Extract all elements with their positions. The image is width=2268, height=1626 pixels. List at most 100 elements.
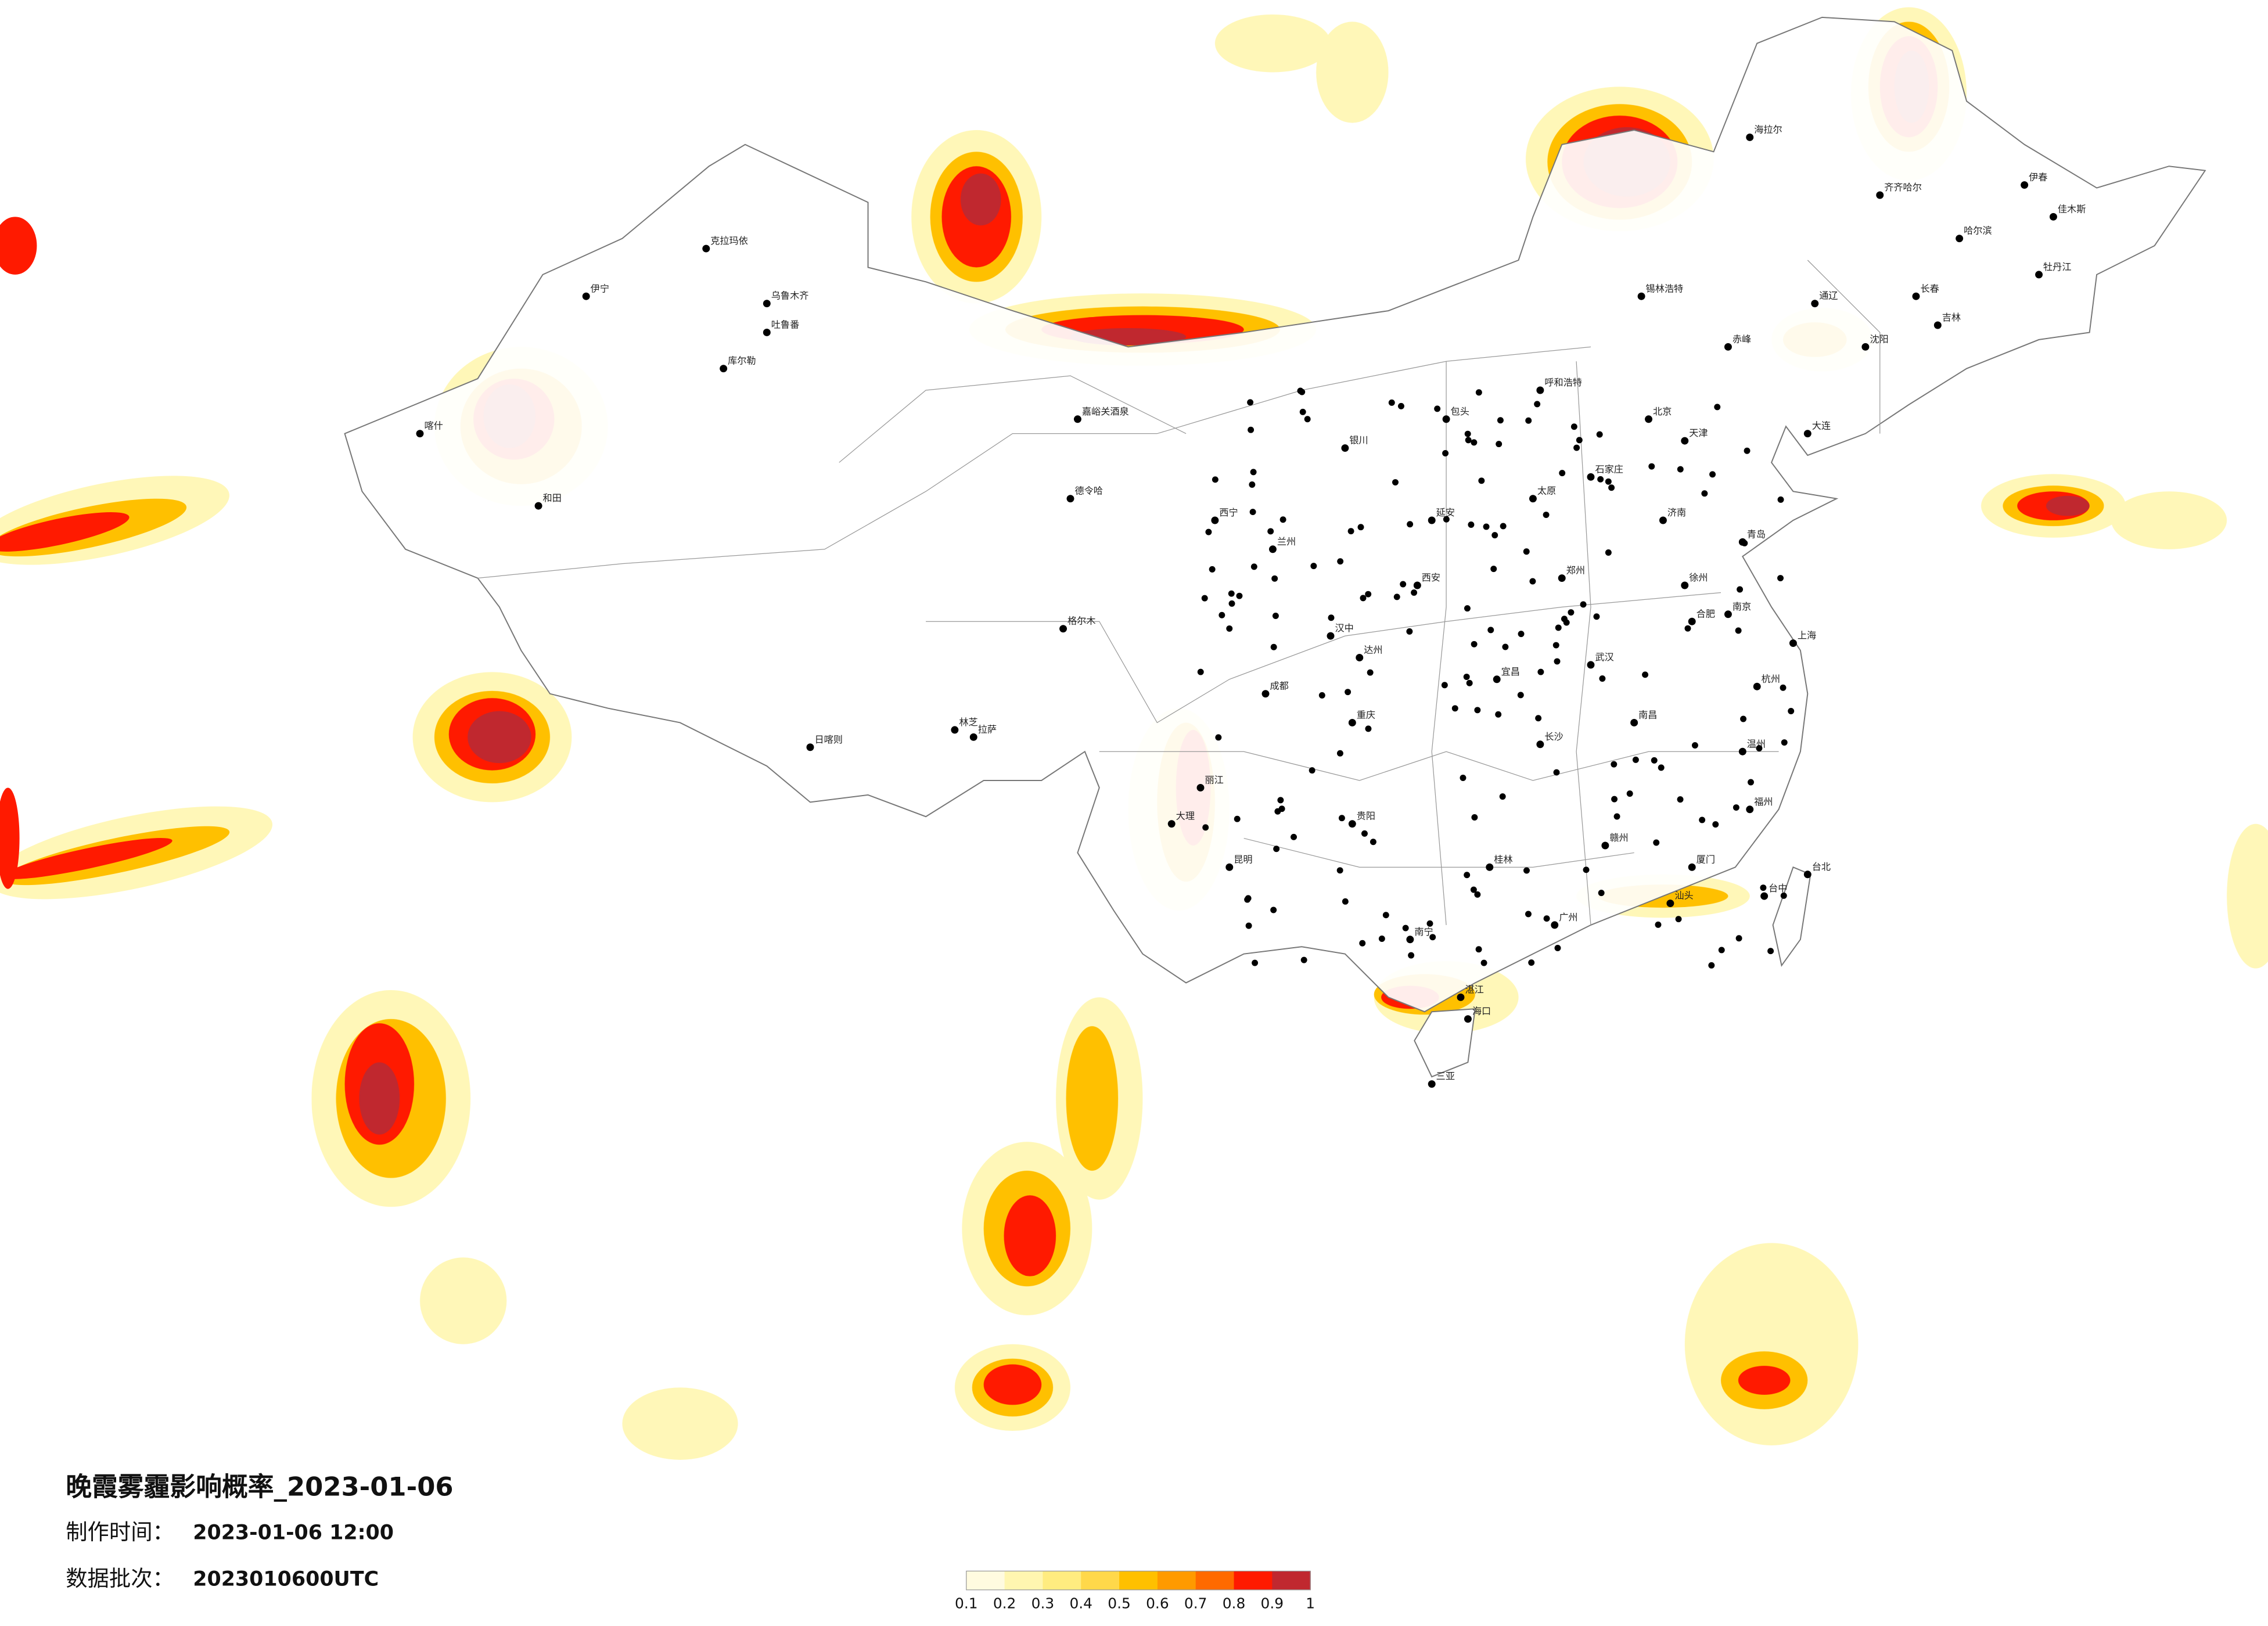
city-label: 吐鲁番 [771, 319, 799, 330]
city-label: 沈阳 [1870, 333, 1888, 344]
station-dot [1735, 627, 1742, 634]
station-dot [1270, 643, 1277, 650]
colorbar-swatch [1004, 1571, 1044, 1590]
station-dot [1748, 779, 1754, 786]
city-dot [1406, 936, 1414, 944]
city-label: 库尔勒 [728, 355, 756, 366]
station-dot [1434, 405, 1441, 412]
colorbar-tick-label: 0.8 [1223, 1595, 1246, 1612]
city-label: 台中 [1769, 883, 1787, 894]
city-label: 日喀则 [814, 734, 842, 745]
city-label: 哈尔滨 [1964, 225, 1992, 236]
station-dot [1554, 944, 1561, 951]
station-dot [1490, 566, 1497, 573]
station-dot [1605, 549, 1612, 556]
station-dot [1570, 423, 1577, 430]
city-dot [1413, 581, 1421, 589]
station-dot [1245, 922, 1252, 929]
station-dot [1400, 581, 1407, 588]
city-dot [1486, 863, 1494, 871]
station-dot [1534, 401, 1541, 408]
station-dot [1271, 575, 1278, 582]
station-dot [1781, 739, 1788, 746]
station-dot [1393, 593, 1400, 600]
city-label: 牡丹江 [2043, 261, 2071, 272]
station-dot [1491, 532, 1498, 539]
city-dot [1428, 1080, 1436, 1088]
station-dot [1480, 959, 1487, 966]
city-label: 台北 [1812, 861, 1831, 872]
colorbar-tick-label: 0.9 [1261, 1595, 1284, 1612]
station-dot [1701, 490, 1708, 497]
station-dot [1737, 586, 1744, 593]
colorbar-tick-label: 0.4 [1069, 1595, 1092, 1612]
city-label: 济南 [1667, 507, 1686, 518]
city-label: 广州 [1559, 912, 1577, 923]
city-label: 锡林浩特 [1646, 283, 1684, 294]
station-dot [1365, 725, 1372, 732]
city-dot [1637, 292, 1645, 300]
station-dot [1475, 946, 1482, 953]
city-dot [1681, 581, 1689, 589]
station-dot [1252, 959, 1259, 966]
city-label: 武汉 [1595, 652, 1613, 663]
station-dot [1632, 756, 1639, 763]
info-value: 2023-01-06 12:00 [193, 1521, 394, 1545]
city-dot [1753, 682, 1761, 690]
station-dot [1406, 628, 1413, 635]
station-dot [1535, 715, 1542, 722]
station-dot [1209, 566, 1216, 573]
station-dot [1310, 563, 1317, 570]
city-label: 西安 [1422, 572, 1440, 583]
station-dot [1580, 601, 1587, 608]
station-dot [1367, 669, 1374, 676]
city-dot [1493, 675, 1501, 684]
station-dot [1487, 627, 1494, 634]
station-dot [1471, 814, 1478, 821]
city-dot [1066, 495, 1074, 503]
station-dot [1365, 591, 1372, 598]
city-label: 西宁 [1219, 507, 1238, 518]
city-dot [1558, 574, 1566, 582]
city-dot [1666, 900, 1674, 908]
station-dot [1201, 595, 1208, 602]
city-label: 银川 [1349, 435, 1368, 446]
station-dot [1495, 711, 1502, 718]
city-dot [416, 430, 424, 438]
station-dot [1465, 437, 1472, 444]
city-label: 南宁 [1414, 926, 1433, 937]
station-dot [1648, 463, 1655, 470]
station-dot [1411, 589, 1418, 596]
station-dot [1554, 658, 1561, 665]
station-dot [1561, 616, 1568, 623]
station-dot [1279, 516, 1286, 523]
station-dot [1468, 521, 1475, 528]
station-dot [1328, 614, 1335, 621]
city-dot [1738, 747, 1746, 756]
station-dot [1709, 471, 1716, 478]
city-label: 海拉尔 [1754, 124, 1782, 135]
station-dot [1426, 920, 1433, 927]
station-dot [1205, 528, 1212, 535]
city-dot [1681, 437, 1689, 445]
city-dot [1688, 617, 1696, 625]
station-dot [1443, 516, 1450, 523]
station-dot [1677, 796, 1684, 803]
station-dot [1708, 962, 1715, 969]
station-dot [1270, 906, 1277, 913]
colorbar-tick-label: 0.3 [1031, 1595, 1055, 1612]
city-dot [1073, 415, 1081, 423]
colorbar-swatch [1157, 1571, 1196, 1590]
station-dot [1788, 708, 1795, 715]
station-dot [1357, 524, 1364, 531]
colorbar-swatch [1234, 1571, 1273, 1590]
city-label: 汉中 [1335, 623, 1353, 634]
colorbar-swatch [1081, 1571, 1120, 1590]
station-dot [1608, 484, 1615, 491]
station-dot [1756, 745, 1763, 751]
city-dot [1551, 921, 1559, 929]
station-dot [1611, 796, 1618, 803]
city-dot [1457, 993, 1465, 1001]
city-dot [763, 328, 771, 336]
city-label: 格尔木 [1067, 616, 1095, 627]
